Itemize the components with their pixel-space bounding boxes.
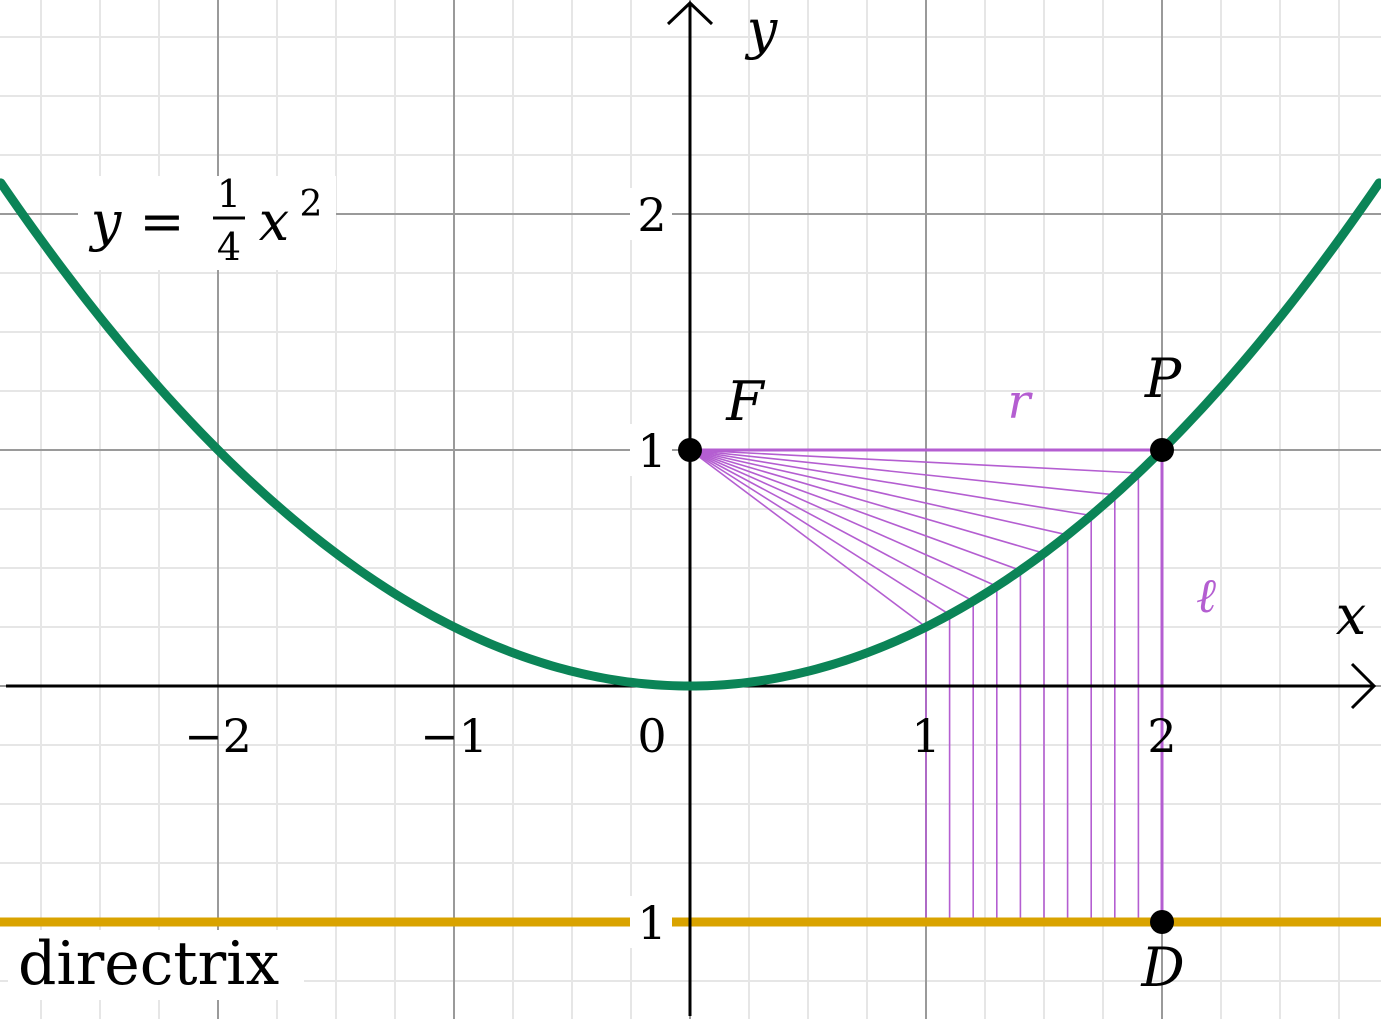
x-axis-label: x <box>1336 584 1366 647</box>
equation-lhs: y <box>89 190 123 253</box>
point-d-marker <box>1150 910 1174 934</box>
x-tick-label: 0 <box>637 709 666 763</box>
focus-distance-lines <box>689 448 1164 922</box>
parabola-curve <box>0 178 1381 691</box>
y-tick-label: 2 <box>637 188 666 242</box>
y-axis-arrowhead <box>666 0 714 26</box>
focus-to-point-segment <box>689 449 927 628</box>
focus-label: F <box>725 370 766 433</box>
y-axis-label: y <box>745 0 779 61</box>
focus-to-point-segment <box>689 449 1092 517</box>
point-d-label: D <box>1140 936 1184 999</box>
focus-to-point-segment <box>689 449 1139 474</box>
focus-to-point-segment <box>689 449 1021 572</box>
y-tick-label: 1 <box>637 896 666 950</box>
point-p-marker <box>1150 438 1174 462</box>
focus-to-point-segment <box>689 449 1115 496</box>
x-tick-label: −1 <box>420 709 488 763</box>
focus-to-point-segment <box>689 449 951 616</box>
y-tick-label: 1 <box>637 424 666 478</box>
x-axis-arrowhead <box>1350 662 1377 710</box>
tick-labels: −2 −1 0 1 2 2 1 1 <box>184 188 1177 950</box>
directrix-label-background <box>8 930 304 1000</box>
focus-to-point-segment <box>689 449 1068 536</box>
point-markers <box>678 438 1174 934</box>
equation-exponent: 2 <box>300 184 323 225</box>
y-tick-label-background <box>630 424 672 476</box>
distance-l-label: ℓ <box>1196 568 1216 624</box>
equation-equals: = <box>139 190 184 253</box>
focus-to-point-segment <box>689 449 1045 555</box>
equation-numerator: 1 <box>217 172 241 216</box>
y-tick-label-background <box>630 896 672 948</box>
x-tick-label: −2 <box>184 709 252 763</box>
equation-variable: x <box>259 190 289 253</box>
equation-background <box>78 176 336 270</box>
x-tick-label: 1 <box>911 709 940 763</box>
x-tick-label: 2 <box>1147 709 1176 763</box>
y-tick-label-background <box>630 188 672 240</box>
focus-to-point-segment <box>689 449 998 588</box>
focus-to-point-segment <box>689 449 974 602</box>
curve-equation-label: y = 1 4 x 2 <box>78 172 336 270</box>
point-f-marker <box>678 438 702 462</box>
point-p-label: P <box>1144 347 1183 410</box>
equation-denominator: 4 <box>217 225 241 269</box>
distance-r-label: r <box>1008 374 1034 430</box>
directrix-label: directrix <box>18 929 279 999</box>
